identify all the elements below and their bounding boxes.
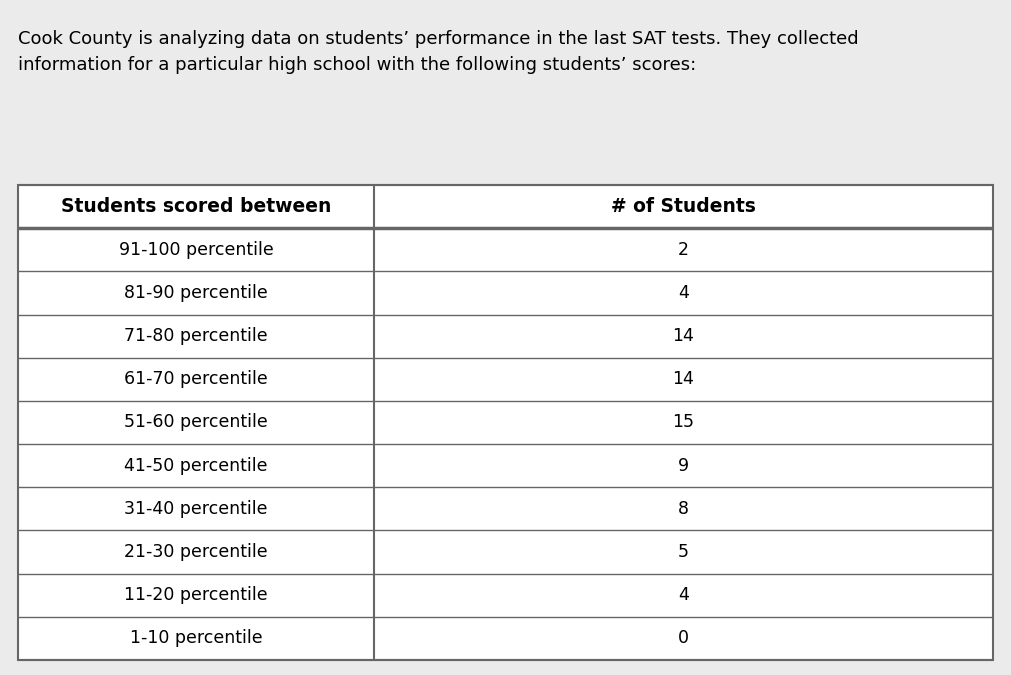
Text: 5: 5 — [678, 543, 688, 561]
Text: 91-100 percentile: 91-100 percentile — [118, 241, 273, 259]
Text: 71-80 percentile: 71-80 percentile — [124, 327, 268, 345]
Text: 1-10 percentile: 1-10 percentile — [129, 629, 262, 647]
Text: 14: 14 — [672, 327, 695, 345]
Text: 31-40 percentile: 31-40 percentile — [124, 500, 268, 518]
Bar — [18, 185, 993, 660]
Text: Cook County is analyzing data on students’ performance in the last SAT tests. Th: Cook County is analyzing data on student… — [18, 30, 858, 74]
Text: 81-90 percentile: 81-90 percentile — [124, 284, 268, 302]
Text: 15: 15 — [672, 414, 695, 431]
Text: 21-30 percentile: 21-30 percentile — [124, 543, 268, 561]
Text: 61-70 percentile: 61-70 percentile — [124, 371, 268, 388]
Text: 2: 2 — [678, 241, 688, 259]
Text: Students scored between: Students scored between — [61, 197, 332, 216]
Text: 0: 0 — [678, 629, 688, 647]
Text: 4: 4 — [678, 586, 688, 604]
Text: # of Students: # of Students — [611, 197, 756, 216]
Text: 11-20 percentile: 11-20 percentile — [124, 586, 268, 604]
Text: 8: 8 — [678, 500, 688, 518]
Text: 14: 14 — [672, 371, 695, 388]
Text: 41-50 percentile: 41-50 percentile — [124, 457, 268, 475]
Bar — [18, 185, 993, 660]
Text: 4: 4 — [678, 284, 688, 302]
Text: 51-60 percentile: 51-60 percentile — [124, 414, 268, 431]
Text: 9: 9 — [677, 457, 690, 475]
